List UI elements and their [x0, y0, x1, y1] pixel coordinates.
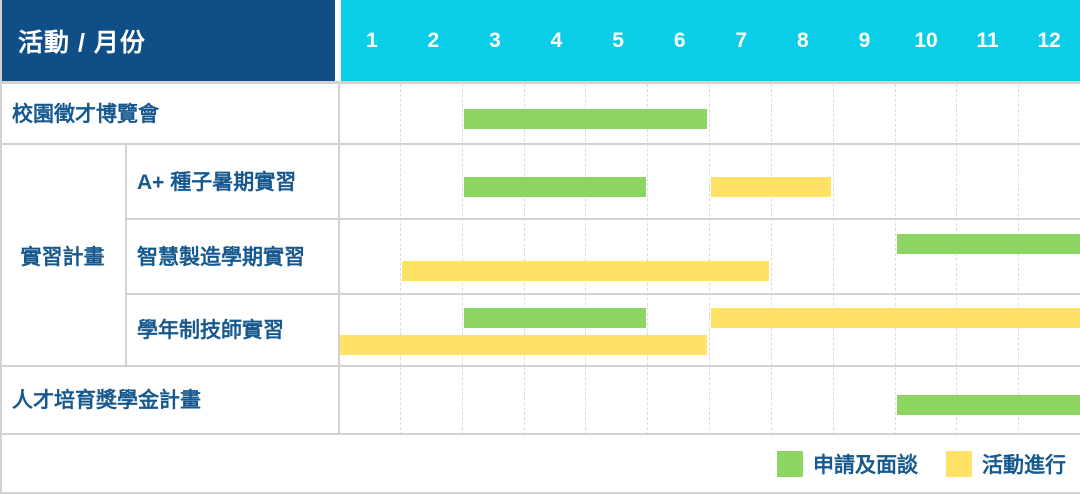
grid-line [0, 492, 1080, 494]
activity-period-bar [711, 177, 831, 197]
activity-label: 校園徵才博覽會 [12, 103, 159, 126]
grid-line [956, 84, 957, 435]
month-header-cell: 3 [489, 28, 501, 52]
month-header-cell: 6 [673, 28, 686, 52]
activity-period-bar [340, 335, 707, 355]
grid-line [125, 218, 1080, 220]
activity-label: 人才培育獎學金計畫 [12, 389, 201, 412]
month-header-cell: 8 [796, 28, 809, 52]
grid-line [0, 143, 1080, 145]
grid-line [0, 81, 1080, 84]
grid-line [338, 84, 340, 435]
month-header-cell: 9 [858, 28, 871, 52]
legend-label: 申請及面談 [813, 453, 918, 477]
grid-line [524, 84, 525, 435]
month-header-cell: 5 [612, 28, 624, 52]
grid-line [462, 84, 463, 435]
grid-line [1018, 84, 1019, 435]
month-header-cell: 11 [976, 28, 999, 52]
grid-line [125, 145, 127, 367]
legend-item-activity-period: 活動進行 [946, 449, 1066, 479]
yellow-swatch-icon [946, 450, 972, 477]
activity-label: A+ 種子暑期實習 [137, 171, 297, 194]
grid-line [771, 84, 772, 435]
application-interview-bar [897, 395, 1080, 415]
month-header-cell: 4 [550, 28, 563, 52]
legend-label: 活動進行 [982, 453, 1066, 477]
grid-line [709, 84, 710, 435]
application-interview-bar [464, 109, 707, 129]
grid-line [585, 84, 586, 435]
activity-period-bar [402, 261, 769, 281]
grid-line [125, 293, 1080, 295]
grid-line [0, 433, 1080, 435]
corner-header-label: 活動 / 月份 [18, 28, 146, 57]
activity-period-bar [711, 308, 1080, 328]
grid-line [0, 0, 2, 494]
application-interview-bar [464, 308, 646, 328]
group-label: 實習計畫 [20, 246, 105, 269]
grid-line [0, 365, 1080, 367]
month-header-cell: 2 [427, 28, 440, 52]
legend-item-application-interview: 申請及面談 [777, 449, 918, 479]
application-interview-bar [464, 177, 646, 197]
month-header-cell: 10 [914, 28, 938, 52]
corner-header-cell: 活動 / 月份 [0, 0, 335, 81]
activity-label: 學年制技師實習 [137, 319, 284, 342]
grid-line [647, 84, 648, 435]
month-header-row: 1 2 3 4 5 6 7 8 9 10 11 12 [341, 0, 1080, 81]
application-interview-bar [897, 234, 1080, 254]
month-header-cell: 7 [735, 28, 748, 52]
month-header-cell: 12 [1037, 28, 1061, 52]
activity-label: 智慧製造學期實習 [137, 246, 305, 269]
grid-line [400, 84, 401, 435]
grid-line [833, 84, 834, 435]
month-header-cell: 1 [365, 28, 378, 52]
legend: 申請及面談 活動進行 [0, 437, 1080, 490]
green-swatch-icon [777, 450, 803, 477]
grid-line [895, 84, 896, 435]
